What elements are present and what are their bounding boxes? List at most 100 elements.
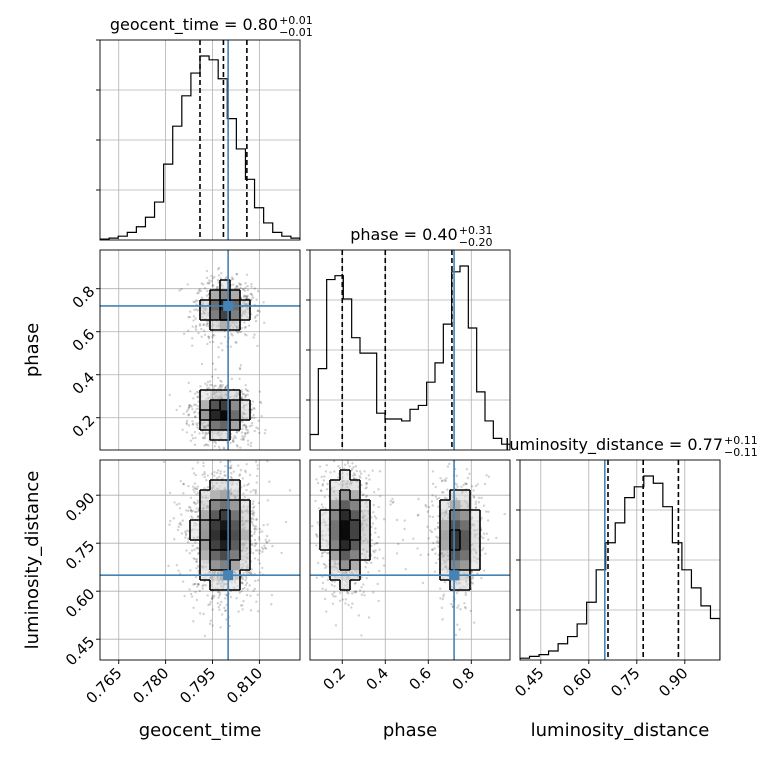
density-cell (340, 530, 351, 541)
sample-point (213, 275, 216, 279)
sample-point (219, 443, 221, 445)
sample-point (215, 476, 219, 480)
density-cell (350, 520, 361, 531)
sample-point (458, 628, 461, 631)
sample-point (230, 477, 233, 480)
sample-point (462, 453, 464, 455)
sample-point (195, 422, 198, 425)
sample-point (224, 597, 227, 600)
sample-point (426, 525, 429, 528)
sample-point (182, 412, 185, 416)
sample-point (324, 563, 327, 567)
sample-point (213, 384, 216, 388)
sample-point (437, 545, 440, 548)
hist-step-phase (310, 265, 510, 450)
sample-point (194, 415, 197, 418)
density-cell (210, 320, 221, 331)
sample-point (364, 487, 367, 490)
sample-point (254, 579, 257, 583)
density-cell (360, 520, 371, 531)
sample-point (196, 585, 199, 588)
sample-point (217, 590, 221, 594)
density-cell (220, 510, 231, 521)
sample-point (482, 504, 486, 507)
sample-point (235, 341, 238, 344)
sample-point (365, 494, 368, 497)
sample-point (250, 543, 253, 546)
sample-point (455, 591, 459, 595)
sample-point (321, 484, 324, 487)
sample-point (322, 479, 326, 482)
sample-point (226, 456, 228, 458)
sample-point (234, 340, 237, 344)
density-cell (210, 530, 221, 541)
density-cell (220, 410, 231, 421)
sample-point (206, 594, 209, 597)
density-cell (450, 500, 461, 511)
sample-point (184, 532, 188, 535)
y-tick-label: 0.90 (62, 489, 98, 525)
sample-point (391, 497, 394, 501)
sample-point (185, 431, 189, 434)
sample-point (187, 413, 191, 416)
density-cell (240, 410, 251, 421)
sample-point (211, 283, 214, 287)
sample-point (244, 426, 248, 429)
sample-point (246, 588, 249, 591)
sample-point (258, 431, 261, 435)
sample-point (212, 387, 216, 390)
sample-point (210, 472, 214, 476)
sample-point (228, 467, 232, 470)
sample-point (250, 282, 253, 286)
sample-point (181, 580, 185, 583)
sample-point (253, 587, 257, 591)
density-cell (200, 390, 211, 401)
sample-point (470, 581, 473, 584)
sample-point (190, 510, 193, 513)
sample-point (223, 474, 226, 477)
sample-point (392, 500, 395, 504)
sample-point (374, 549, 377, 552)
sample-point (486, 519, 490, 522)
sample-point (352, 477, 356, 480)
sample-point (350, 467, 354, 471)
sample-point (217, 445, 221, 449)
sample-point (255, 481, 258, 484)
hist-title-phase: phase = 0.40 (350, 225, 457, 244)
sample-point (179, 479, 183, 483)
sample-point (512, 543, 514, 545)
sample-point (237, 438, 239, 440)
sample-point (219, 384, 222, 387)
truth-marker (449, 570, 460, 581)
sample-point (356, 457, 358, 459)
sample-point (241, 424, 245, 427)
sample-point (359, 472, 363, 475)
sample-point (194, 317, 197, 320)
sample-point (235, 286, 238, 289)
density-cell (460, 580, 471, 591)
sample-point (343, 455, 345, 457)
y-tick-label: 0.2 (69, 411, 99, 441)
sample-point (196, 501, 199, 505)
density-cell (200, 490, 211, 501)
x-tick-label: 0.45 (511, 664, 547, 700)
sample-point (257, 309, 260, 312)
sample-point (431, 494, 434, 497)
density-cell (230, 390, 241, 401)
sample-point (464, 591, 467, 595)
sample-point (196, 546, 199, 550)
sample-point (456, 606, 459, 609)
hist-title-luminosity_distance: luminosity_distance = 0.77 (505, 435, 723, 455)
sample-point (182, 482, 185, 486)
sample-point (192, 397, 195, 400)
sample-point (241, 435, 244, 438)
sample-point (201, 436, 205, 439)
sample-point (223, 335, 227, 339)
title-upper-error: +0.01 (279, 14, 313, 27)
sample-point (246, 393, 249, 396)
x-tick-label: 0.60 (559, 664, 595, 700)
sample-point (430, 530, 434, 534)
density-cell (350, 480, 361, 491)
sample-point (244, 393, 248, 397)
sample-point (221, 349, 224, 352)
